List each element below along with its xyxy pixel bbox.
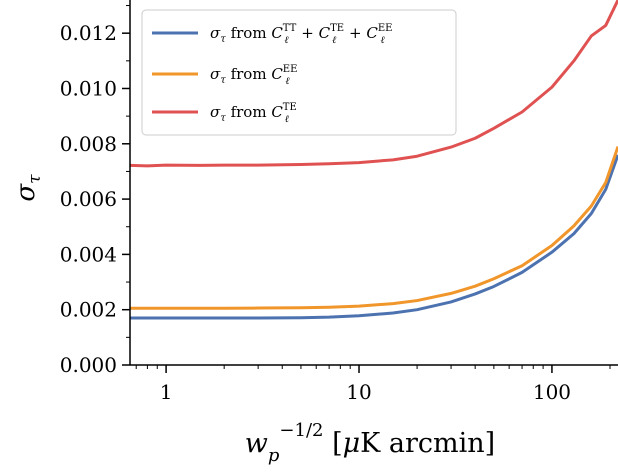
- series-line-0: [130, 154, 618, 320]
- y-tick-label: 0.010: [60, 76, 117, 100]
- series-lines: [129, 0, 618, 320]
- y-axis-label: στ: [11, 174, 45, 202]
- legend-entry-ee: στ from CEE ℓ: [210, 64, 297, 87]
- x-tick-label: 10: [346, 380, 371, 404]
- y-tick-label: 0.006: [60, 187, 117, 211]
- legend-box: [141, 9, 457, 136]
- x-tick-label: 100: [533, 380, 571, 404]
- y-tick-label: 0.008: [60, 132, 117, 156]
- y-tick-label: 0.004: [60, 242, 117, 266]
- axis-ticks: 0.000 0.002 0.004 0.006 0.008 0.010 0.012 1 10 10…: [60, 5, 611, 404]
- series-line-1: [130, 146, 618, 310]
- legend-entry-te: στ from CTE ℓ: [210, 102, 297, 125]
- x-tick-label: 1: [160, 380, 173, 404]
- y-tick-label: 0.002: [60, 298, 117, 322]
- axes-frame: [129, 0, 618, 366]
- legend-entry-combined: στ from CTT ℓ + CTE ℓ + CEE ℓ: [210, 23, 392, 46]
- x-axis-label: wp−1/2 [μK arcmin]: [245, 420, 495, 466]
- y-tick-label: 0.012: [60, 21, 117, 45]
- series-line-2: [129, 0, 618, 168]
- legend: στ from CTT ℓ + CTE ℓ + CEE ℓ στ from CEE ℓ …: [141, 9, 457, 136]
- y-tick-label: 0.000: [60, 353, 117, 377]
